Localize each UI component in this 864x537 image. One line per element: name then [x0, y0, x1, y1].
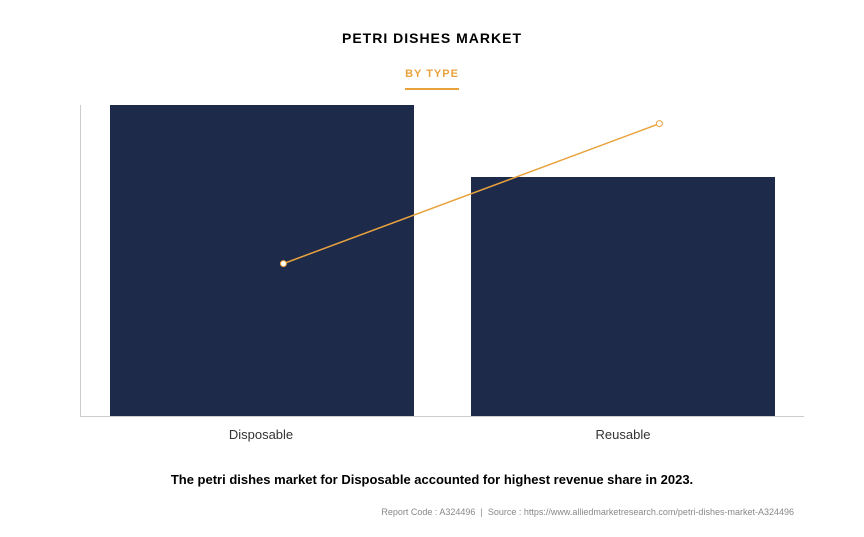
footer-report-label: Report Code :	[381, 507, 437, 517]
bar-reusable	[471, 177, 775, 416]
footer-source-url: https://www.alliedmarketresearch.com/pet…	[524, 507, 794, 517]
x-label-reusable: Reusable	[471, 427, 775, 442]
x-label-disposable: Disposable	[109, 427, 413, 442]
footer-source-label: Source :	[488, 507, 522, 517]
chart-title: PETRI DISHES MARKET	[60, 30, 804, 46]
bars-wrapper	[81, 105, 804, 416]
chart-caption: The petri dishes market for Disposable a…	[60, 472, 804, 487]
bar-disposable	[110, 105, 414, 416]
chart-footer: Report Code : A324496 | Source : https:/…	[60, 507, 804, 517]
footer-separator: |	[480, 507, 482, 517]
x-axis-labels: Disposable Reusable	[80, 427, 804, 442]
chart-plot-area	[80, 105, 804, 417]
chart-container: PETRI DISHES MARKET BY TYPE Disposable R…	[0, 0, 864, 537]
chart-subtitle: BY TYPE	[405, 68, 459, 90]
footer-report-code: A324496	[439, 507, 475, 517]
subtitle-wrapper: BY TYPE	[60, 64, 804, 90]
